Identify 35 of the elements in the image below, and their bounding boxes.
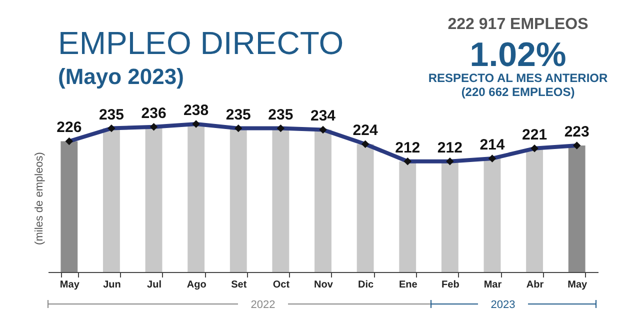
text: 1.02%	[470, 36, 566, 74]
x-tick-label: Set	[231, 280, 248, 290]
data-label: 212	[437, 139, 462, 156]
y-axis-title: (miles de empleos)	[34, 152, 46, 245]
x-tick-label: Feb	[442, 280, 460, 290]
data-label: 235	[268, 106, 294, 124]
data-label: 238	[184, 102, 209, 119]
data-label: 223	[564, 124, 590, 141]
data-label: 221	[522, 126, 548, 144]
text: 2023	[490, 299, 516, 311]
data-label: 235	[226, 106, 251, 124]
data-label: 235	[98, 106, 124, 124]
data-label: 236	[141, 104, 166, 122]
x-tick-label: Nov	[314, 280, 334, 290]
x-tick-label: Oct	[272, 280, 290, 290]
data-label: 214	[480, 136, 506, 154]
text: RESPECTO AL MES ANTERIOR	[428, 71, 608, 85]
x-tick-label: Ago	[186, 280, 206, 290]
x-tick-label: Jun	[103, 280, 121, 290]
text: 2022	[250, 299, 276, 311]
x-tick-label: Dic	[358, 280, 374, 290]
data-label: 234	[310, 108, 336, 125]
x-tick-label: May	[568, 280, 588, 290]
text: (220 662 EMPLEOS)	[461, 85, 575, 99]
x-tick-label: Jul	[147, 280, 162, 290]
data-label: 226	[56, 119, 82, 136]
x-tick-label: May	[60, 280, 80, 290]
chart-title: EMPLEO DIRECTO	[58, 25, 344, 61]
x-tick-label: Mar	[484, 280, 502, 290]
chart-subtitle: (Mayo 2023)	[58, 64, 184, 89]
data-label: 212	[395, 139, 420, 156]
x-tick-label: Abr	[526, 280, 544, 290]
text: 222 917 EMPLEOS	[448, 16, 589, 33]
data-label: 224	[352, 122, 378, 140]
x-tick-label: Ene	[398, 280, 418, 290]
